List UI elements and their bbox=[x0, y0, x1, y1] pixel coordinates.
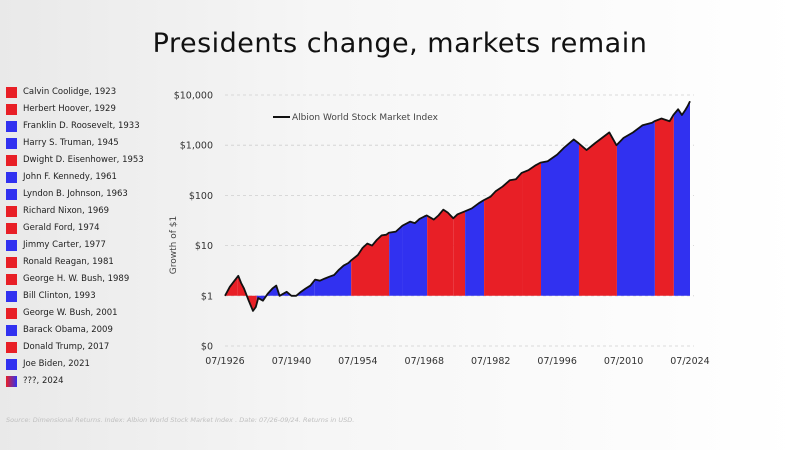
legend-label: Ronald Reagan, 1981 bbox=[23, 257, 114, 267]
legend-swatch bbox=[6, 172, 17, 183]
legend-item: John F. Kennedy, 1961 bbox=[6, 171, 166, 188]
legend-label: George H. W. Bush, 1989 bbox=[23, 274, 130, 284]
term-area bbox=[237, 275, 257, 311]
legend-label: Joe Biden, 2021 bbox=[23, 359, 90, 369]
term-area bbox=[351, 232, 390, 296]
x-tick-label: 07/1982 bbox=[471, 356, 510, 367]
legend-swatch bbox=[6, 189, 17, 200]
legend-label: Barack Obama, 2009 bbox=[23, 325, 113, 335]
legend-item: George W. Bush, 2001 bbox=[6, 307, 166, 324]
term-area bbox=[654, 114, 674, 296]
term-area bbox=[389, 225, 403, 296]
president-legend: Calvin Coolidge, 1923 Herbert Hoover, 192… bbox=[6, 86, 166, 392]
legend-item: Richard Nixon, 1969 bbox=[6, 205, 166, 222]
legend-item: Bill Clinton, 1993 bbox=[6, 290, 166, 307]
x-tick-label: 07/1996 bbox=[537, 356, 576, 367]
legend-item: Barack Obama, 2009 bbox=[6, 324, 166, 341]
x-tick-label: 07/2024 bbox=[670, 356, 709, 367]
legend-swatch bbox=[6, 291, 17, 302]
legend-item: Lyndon B. Johnson, 1963 bbox=[6, 188, 166, 205]
legend-label: John F. Kennedy, 1961 bbox=[23, 172, 117, 182]
series-legend: Albion World Stock Market Index bbox=[273, 113, 439, 123]
x-tick-label: 07/1968 bbox=[405, 356, 444, 367]
y-tick-label: $100 bbox=[189, 191, 213, 202]
term-area bbox=[402, 215, 428, 296]
legend-swatch bbox=[6, 223, 17, 234]
legend-swatch bbox=[6, 138, 17, 149]
legend-item: Calvin Coolidge, 1923 bbox=[6, 86, 166, 103]
term-area bbox=[616, 121, 655, 296]
y-tick-label: $1,000 bbox=[180, 141, 213, 152]
legend-swatch bbox=[6, 87, 17, 98]
legend-item: Gerald Ford, 1974 bbox=[6, 222, 166, 239]
legend-swatch bbox=[6, 376, 17, 387]
legend-swatch bbox=[6, 359, 17, 370]
legend-label: Jimmy Carter, 1977 bbox=[23, 240, 106, 250]
legend-item: George H. W. Bush, 1989 bbox=[6, 273, 166, 290]
term-area bbox=[673, 101, 690, 296]
y-tick-label: $1 bbox=[201, 291, 213, 302]
legend-label: Dwight D. Eisenhower, 1953 bbox=[23, 155, 144, 165]
legend-label: Calvin Coolidge, 1923 bbox=[23, 87, 117, 97]
x-tick-label: 07/1940 bbox=[272, 356, 311, 367]
legend-label: Harry S. Truman, 1945 bbox=[23, 138, 119, 148]
y-tick-label: $0 bbox=[201, 342, 213, 353]
legend-label: Gerald Ford, 1974 bbox=[23, 223, 100, 233]
term-area bbox=[427, 209, 454, 296]
term-area bbox=[453, 211, 466, 296]
legend-label: Bill Clinton, 1993 bbox=[23, 291, 96, 301]
index-line-layer bbox=[224, 100, 691, 312]
term-area bbox=[541, 139, 579, 296]
source-note: Source: Dimensional Returns. Index: Albi… bbox=[6, 416, 355, 424]
legend-swatch bbox=[6, 206, 17, 217]
legend-label: Herbert Hoover, 1929 bbox=[23, 104, 116, 114]
term-area bbox=[484, 172, 523, 296]
legend-item: Ronald Reagan, 1981 bbox=[6, 256, 166, 273]
y-tick-label: $10,000 bbox=[174, 91, 213, 102]
term-area bbox=[578, 132, 617, 296]
legend-item: Dwight D. Eisenhower, 1953 bbox=[6, 154, 166, 171]
legend-swatch bbox=[6, 257, 17, 268]
legend-swatch bbox=[6, 155, 17, 166]
legend-item: Donald Trump, 2017 bbox=[6, 341, 166, 358]
series-legend-label: Albion World Stock Market Index bbox=[292, 113, 439, 123]
x-tick-label: 07/1954 bbox=[338, 356, 377, 367]
legend-label: Donald Trump, 2017 bbox=[23, 342, 110, 352]
legend-swatch bbox=[6, 121, 17, 132]
legend-item: Herbert Hoover, 1929 bbox=[6, 103, 166, 120]
legend-item: Jimmy Carter, 1977 bbox=[6, 239, 166, 256]
legend-item: ???, 2024 bbox=[6, 375, 166, 392]
legend-label: Franklin D. Roosevelt, 1933 bbox=[23, 121, 140, 131]
x-tick-labels: 07/1926 07/1940 07/1954 07/1968 07/1982 07/19… bbox=[205, 356, 709, 367]
term-area bbox=[314, 260, 352, 296]
term-area bbox=[465, 200, 485, 296]
term-area bbox=[522, 162, 542, 296]
term-area bbox=[256, 280, 315, 304]
legend-swatch bbox=[6, 342, 17, 353]
legend-swatch bbox=[6, 104, 17, 115]
legend-swatch bbox=[6, 240, 17, 251]
legend-label: George W. Bush, 2001 bbox=[23, 308, 118, 318]
legend-swatch bbox=[6, 274, 17, 285]
legend-item: Franklin D. Roosevelt, 1933 bbox=[6, 120, 166, 137]
y-tick-labels: $10,000 $1,000 $100 $10 $1 $0 bbox=[174, 91, 213, 353]
x-tick-label: 07/2010 bbox=[604, 356, 643, 367]
page-title: Presidents change, markets remain bbox=[152, 28, 648, 59]
party-areas bbox=[225, 101, 690, 311]
legend-item: Joe Biden, 2021 bbox=[6, 358, 166, 375]
legend-label: Lyndon B. Johnson, 1963 bbox=[23, 189, 128, 199]
legend-label: Richard Nixon, 1969 bbox=[23, 206, 110, 216]
x-tick-label: 07/1926 bbox=[205, 356, 244, 367]
legend-label: ???, 2024 bbox=[23, 376, 64, 386]
legend-swatch bbox=[6, 308, 17, 319]
y-axis-label: Growth of $1 bbox=[169, 216, 179, 274]
legend-item: Harry S. Truman, 1945 bbox=[6, 137, 166, 154]
index-line bbox=[224, 100, 691, 312]
y-tick-label: $10 bbox=[195, 241, 213, 252]
legend-swatch bbox=[6, 325, 17, 336]
